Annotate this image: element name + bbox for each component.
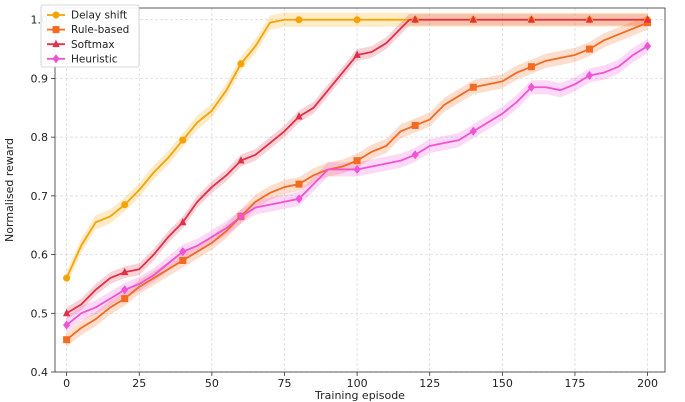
softmax-line <box>66 18 648 315</box>
delay-shift-point <box>179 136 187 144</box>
legend: Delay shift Rule-based Softmax Heuristic <box>40 4 140 68</box>
legend-marker <box>52 26 60 34</box>
plot-frame <box>54 7 666 373</box>
legend-item-softmax: Softmax <box>47 39 115 51</box>
softmax-point <box>353 50 361 58</box>
legend-label: Heuristic <box>71 53 118 65</box>
x-tick-label: 50 <box>205 377 219 390</box>
heuristic-point <box>295 194 303 204</box>
y-tick-label: 0.7 <box>31 190 49 203</box>
delay-shift-point <box>121 201 129 209</box>
heuristic-point <box>121 285 129 295</box>
rule-based-point <box>63 336 71 344</box>
softmax-point <box>295 112 303 120</box>
softmax-point <box>237 156 245 164</box>
x-tick-label: 100 <box>347 377 368 390</box>
x-tick-label: 75 <box>277 377 291 390</box>
y-tick-label: 0.8 <box>31 131 49 144</box>
x-axis-ticks: 0 25 50 75 100 125 150 175 200 <box>63 372 658 390</box>
softmax-point <box>62 308 71 317</box>
legend-label: Rule-based <box>71 24 129 36</box>
rule-based-point <box>411 121 419 129</box>
y-tick-label: 0.5 <box>31 307 49 320</box>
heuristic-point <box>469 126 477 136</box>
rule-based-point <box>469 83 477 91</box>
x-axis-label: Training episode <box>314 389 405 402</box>
rule-based-point <box>585 45 593 53</box>
series-markers <box>62 15 652 344</box>
legend-marker <box>52 39 60 48</box>
heuristic-point <box>353 164 361 174</box>
legend-box <box>40 4 140 68</box>
legend-marker <box>52 11 60 19</box>
y-tick-label: 0.9 <box>31 72 49 85</box>
heuristic-point <box>237 211 245 221</box>
softmax-point <box>121 267 129 276</box>
legend-item-delay-shift: Delay shift <box>47 10 127 22</box>
grid <box>55 8 665 373</box>
softmax-point <box>643 15 652 23</box>
rule-based-point <box>179 256 187 264</box>
y-tick-label: 0.6 <box>31 249 49 262</box>
delay-shift-point <box>63 274 71 282</box>
heuristic-point <box>643 41 652 51</box>
legend-label: Delay shift <box>71 10 127 22</box>
delay-shift-point <box>295 16 303 24</box>
y-tick-label: 0.4 <box>31 366 49 379</box>
delay-shift-point <box>353 16 361 24</box>
delay-shift-point <box>237 60 245 68</box>
rule-based-point <box>295 180 303 188</box>
legend-item-rule-based: Rule-based <box>47 24 129 36</box>
x-tick-label: 175 <box>564 377 585 390</box>
legend-label: Softmax <box>71 39 115 51</box>
rule-based-point <box>353 157 361 165</box>
softmax-point <box>469 15 477 23</box>
rule-based-point <box>121 295 129 303</box>
softmax-point <box>411 15 419 23</box>
heuristic-point <box>585 71 594 80</box>
softmax-point <box>179 217 187 226</box>
softmax-point <box>527 15 536 23</box>
x-tick-label: 150 <box>492 377 513 390</box>
heuristic-point <box>411 150 419 160</box>
softmax-point <box>585 15 594 23</box>
y-axis-label: Normalised reward <box>3 138 16 242</box>
heuristic-point <box>527 82 535 92</box>
x-tick-label: 200 <box>637 377 658 390</box>
heuristic-point <box>179 247 187 257</box>
heuristic-point <box>63 320 71 330</box>
x-tick-label: 125 <box>419 377 440 390</box>
y-axis-ticks: 0.40.50.60.70.80.91.0 <box>31 14 55 379</box>
x-tick-label: 25 <box>132 377 146 390</box>
legend-item-heuristic: Heuristic <box>47 53 118 65</box>
x-tick-label: 0 <box>63 377 70 390</box>
legend-marker <box>52 54 60 64</box>
rule-based-point <box>527 63 535 71</box>
heuristic-band <box>66 39 648 333</box>
